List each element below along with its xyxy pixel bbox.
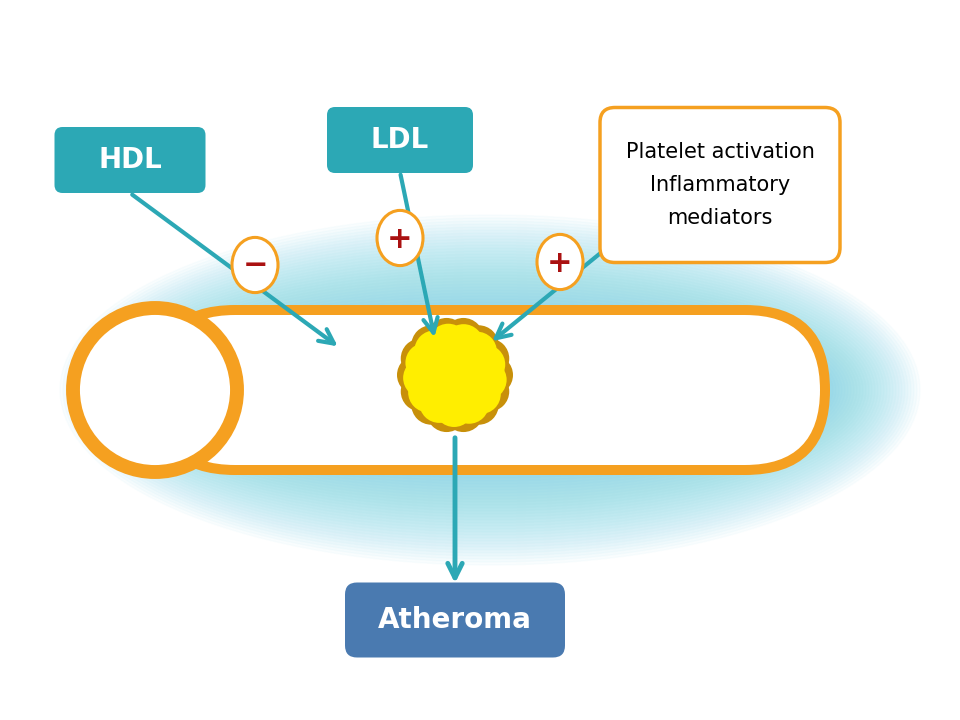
Text: Atheroma: Atheroma	[378, 606, 532, 634]
Circle shape	[73, 308, 237, 472]
Circle shape	[411, 384, 451, 425]
Circle shape	[408, 372, 448, 413]
Circle shape	[467, 360, 507, 400]
FancyBboxPatch shape	[150, 305, 830, 475]
Circle shape	[434, 387, 474, 427]
Circle shape	[426, 392, 467, 432]
Circle shape	[411, 325, 451, 365]
FancyBboxPatch shape	[600, 107, 840, 263]
Circle shape	[469, 372, 509, 412]
Circle shape	[426, 318, 467, 358]
Text: Platelet activation
Inflammatory
mediators: Platelet activation Inflammatory mediato…	[626, 143, 814, 228]
Circle shape	[420, 383, 459, 423]
Circle shape	[397, 355, 437, 395]
Text: LDL: LDL	[371, 126, 429, 154]
Circle shape	[466, 345, 505, 384]
Circle shape	[444, 324, 484, 364]
Circle shape	[459, 325, 498, 365]
Circle shape	[457, 332, 497, 372]
Circle shape	[428, 324, 468, 364]
Circle shape	[425, 345, 485, 405]
FancyBboxPatch shape	[345, 582, 565, 657]
Ellipse shape	[537, 235, 583, 289]
Text: −: −	[242, 251, 268, 281]
Ellipse shape	[232, 238, 278, 292]
Circle shape	[444, 392, 484, 432]
Circle shape	[473, 355, 513, 395]
Text: +: +	[387, 225, 413, 253]
Circle shape	[405, 343, 445, 383]
Text: +: +	[547, 248, 573, 277]
FancyBboxPatch shape	[327, 107, 473, 173]
Text: HDL: HDL	[98, 146, 162, 174]
FancyBboxPatch shape	[55, 127, 205, 193]
Circle shape	[403, 358, 444, 398]
Circle shape	[400, 372, 441, 412]
Circle shape	[412, 332, 498, 418]
Circle shape	[444, 318, 484, 358]
Circle shape	[469, 338, 509, 379]
Ellipse shape	[377, 210, 423, 266]
Circle shape	[459, 384, 498, 425]
Circle shape	[461, 374, 501, 414]
FancyBboxPatch shape	[160, 315, 820, 465]
Circle shape	[449, 384, 489, 424]
Circle shape	[400, 338, 441, 379]
Circle shape	[415, 330, 454, 370]
